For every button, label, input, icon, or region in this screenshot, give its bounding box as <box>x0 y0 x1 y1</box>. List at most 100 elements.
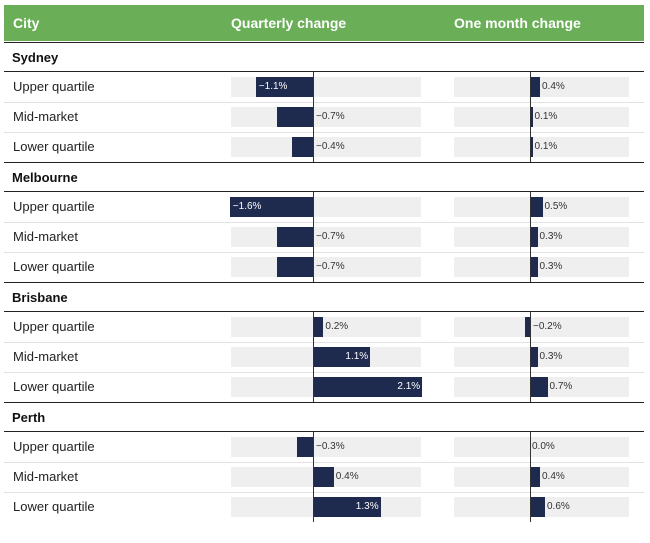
table-row: Lower quartile 1.3% 0.6% <box>4 492 644 522</box>
one-month-change-value-label: 0.3% <box>539 351 563 362</box>
one-month-change-bar <box>530 197 543 217</box>
one-month-change-track <box>454 107 629 127</box>
market-segment-label: Mid-market <box>13 349 79 364</box>
table-row: Upper quartile −0.3% 0.0% <box>4 432 644 462</box>
one-month-change-bar <box>530 107 533 127</box>
quarterly-change-bar <box>297 437 313 457</box>
quarterly-change-track <box>231 437 421 457</box>
one-month-change-bar <box>530 497 545 517</box>
market-segment-label: Lower quartile <box>13 139 95 154</box>
table-row: Upper quartile −1.1% 0.4% <box>4 72 644 102</box>
quarterly-zero-axis <box>313 72 314 162</box>
quarterly-change-bar <box>255 77 313 97</box>
one-month-change-value-label: 0.4% <box>542 81 565 92</box>
quarterly-change-value-label: 0.2% <box>325 321 349 332</box>
table-row: Upper quartile −1.6% 0.5% <box>4 192 644 222</box>
one-month-change-track <box>454 437 629 457</box>
row-divider <box>4 492 644 493</box>
table-row: Upper quartile 0.2% −0.2% <box>4 312 644 342</box>
row-divider <box>4 342 644 343</box>
row-divider <box>4 462 644 463</box>
one-month-change-track <box>454 347 629 367</box>
table-row: Mid-market 0.4% 0.4% <box>4 462 644 492</box>
quarterly-change-bar <box>313 467 334 487</box>
one-month-change-bar <box>530 347 538 367</box>
one-month-change-bar <box>530 77 540 97</box>
market-segment-label: Upper quartile <box>13 79 95 94</box>
market-segment-label: Upper quartile <box>13 439 95 454</box>
one-month-change-track <box>454 467 629 487</box>
quarterly-change-value-label: −0.7% <box>316 111 345 122</box>
one-month-change-track <box>454 137 629 157</box>
one-month-change-track <box>454 227 629 247</box>
one-month-change-value-label: 0.3% <box>539 231 563 242</box>
quarterly-change-value-label: −1.1% <box>258 81 288 92</box>
row-divider <box>4 102 644 103</box>
market-segment-label: Lower quartile <box>13 499 95 514</box>
quarterly-change-value-label: −0.3% <box>316 441 345 452</box>
quarterly-change-bar <box>229 197 313 217</box>
market-segment-label: Mid-market <box>13 109 79 124</box>
row-divider <box>4 372 644 373</box>
row-divider <box>4 132 644 133</box>
quarterly-change-bar <box>313 377 423 397</box>
quarterly-change-bar <box>292 137 313 157</box>
row-divider <box>4 252 644 253</box>
quarterly-change-track <box>231 137 421 157</box>
one-month-change-value-label: 0.7% <box>549 381 573 392</box>
market-segment-label: Mid-market <box>13 469 79 484</box>
one-month-change-track <box>454 77 629 97</box>
table-row: Lower quartile 2.1% 0.7% <box>4 372 644 402</box>
city-name: Melbourne <box>12 170 78 185</box>
quarterly-zero-axis <box>313 432 314 522</box>
quarterly-change-bar <box>313 317 324 337</box>
quarterly-zero-axis <box>313 312 314 402</box>
city-group-row: Sydney <box>4 42 644 72</box>
quarterly-zero-axis <box>313 192 314 282</box>
row-divider <box>4 222 644 223</box>
table-row: Mid-market 1.1% 0.3% <box>4 342 644 372</box>
quarterly-change-value-label: −0.7% <box>316 231 345 242</box>
one-month-change-track <box>454 257 629 277</box>
city-name: Sydney <box>12 50 59 65</box>
quarterly-change-value-label: 1.3% <box>355 501 379 512</box>
city-name: Perth <box>12 410 46 425</box>
quarterly-change-value-label: −1.6% <box>232 201 262 212</box>
one-month-change-value-label: 0.1% <box>534 111 558 122</box>
city-column-header: City <box>13 15 40 31</box>
quarterly-change-column-header: Quarterly change <box>231 15 347 31</box>
one-month-change-bar <box>530 467 540 487</box>
quarterly-change-bar <box>313 497 381 517</box>
city-group-row: Melbourne <box>4 162 644 192</box>
market-segment-label: Upper quartile <box>13 199 95 214</box>
one-month-change-bar <box>530 257 538 277</box>
city-name: Brisbane <box>12 290 68 305</box>
table-row: Lower quartile −0.7% 0.3% <box>4 252 644 282</box>
market-segment-label: Lower quartile <box>13 379 95 394</box>
one-month-change-value-label: 0.4% <box>542 471 565 482</box>
quarterly-change-track <box>231 317 421 337</box>
one-month-change-column-header: One month change <box>454 15 581 31</box>
one-month-change-bar <box>530 227 538 247</box>
city-group-row: Brisbane <box>4 282 644 312</box>
one-month-change-bar <box>530 137 533 157</box>
one-month-change-value-label: 0.1% <box>534 141 558 152</box>
quarterly-change-bar <box>276 257 313 277</box>
quarterly-change-bar <box>313 347 371 367</box>
market-segment-label: Lower quartile <box>13 259 95 274</box>
one-month-change-track <box>454 317 629 337</box>
table-row: Lower quartile −0.4% 0.1% <box>4 132 644 162</box>
quarterly-change-value-label: −0.4% <box>316 141 345 152</box>
quarterly-change-bar <box>276 227 313 247</box>
table-header: City Quarterly change One month change <box>4 5 644 41</box>
table-row: Mid-market −0.7% 0.3% <box>4 222 644 252</box>
monthly-zero-axis <box>530 72 531 162</box>
one-month-change-value-label: 0.6% <box>547 501 570 512</box>
monthly-zero-axis <box>530 432 531 522</box>
one-month-change-value-label: 0.3% <box>539 261 563 272</box>
quarterly-change-value-label: −0.7% <box>316 261 345 272</box>
one-month-change-value-label: 0.5% <box>544 201 568 212</box>
one-month-change-value-label: 0.0% <box>532 441 555 452</box>
monthly-zero-axis <box>530 312 531 402</box>
